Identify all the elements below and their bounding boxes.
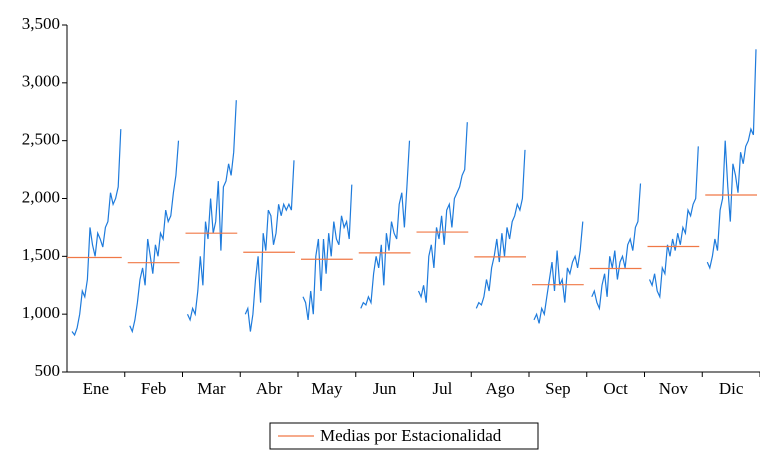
x-tick-label: Jul [432, 379, 452, 398]
x-tick-label: Ago [485, 379, 514, 398]
subseries-line [417, 122, 468, 303]
subseries-line [71, 129, 122, 337]
x-tick-label: Nov [659, 379, 689, 398]
y-tick-label: 2,000 [22, 187, 60, 206]
x-tick-label: Jun [373, 379, 397, 398]
subseries-line [706, 49, 757, 270]
legend-label: Medias por Estacionalidad [320, 426, 502, 445]
legend-box [269, 422, 539, 450]
x-tick-label: Sep [545, 379, 571, 398]
subseries-line [129, 140, 180, 334]
x-tick-label: Oct [603, 379, 628, 398]
y-tick-label: 500 [35, 361, 61, 380]
y-tick-label: 1,000 [22, 303, 60, 322]
x-tick-label: Ene [83, 379, 109, 398]
x-tick-label: May [311, 379, 343, 398]
subseries-line [591, 183, 642, 311]
subseries-line [244, 160, 295, 332]
subseries-line [533, 221, 584, 324]
x-tick-label: Mar [197, 379, 226, 398]
y-tick-label: 3,000 [22, 72, 60, 91]
x-tick-label: Abr [256, 379, 283, 398]
x-tick-label: Dic [719, 379, 744, 398]
y-tick-label: 2,500 [22, 130, 60, 149]
subseries-line [475, 149, 526, 309]
y-tick-label: 3,500 [22, 14, 60, 33]
subseries-line [302, 184, 353, 320]
y-tick-label: 1,500 [22, 245, 60, 264]
subseries-line [360, 140, 411, 309]
subseries-line [186, 100, 237, 322]
subseries-line [648, 146, 699, 300]
x-tick-label: Feb [141, 379, 167, 398]
